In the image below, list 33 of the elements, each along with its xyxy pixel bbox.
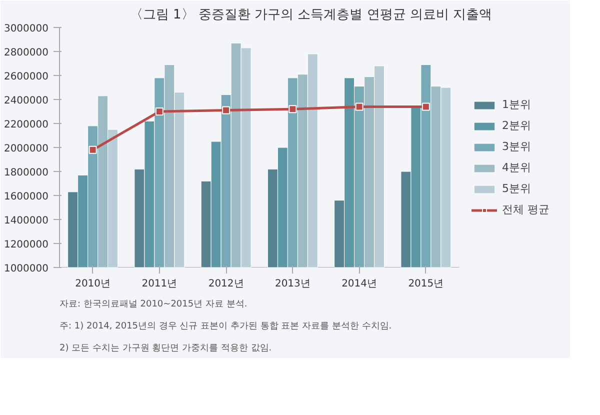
y-tick-label: 1200000 <box>4 240 49 250</box>
x-tick-label: 2010년 <box>75 278 111 290</box>
chart-title: 〈그림 1〉 중증질환 가구의 소득계층별 연평균 의료비 지출액 <box>130 8 492 22</box>
x-tick-label: 2013년 <box>274 278 310 290</box>
point <box>88 146 97 154</box>
x-tick-label: 2012년 <box>208 278 244 290</box>
x-tick-label: 2011년 <box>142 278 178 290</box>
point <box>422 102 430 111</box>
point <box>155 108 164 116</box>
y-tick-label: 3000000 <box>4 24 49 34</box>
text: 2) 모든 수치는 가구원 횡단면 가중치를 적용한 값임. <box>60 344 272 354</box>
legend-label: 전체 평균 <box>502 202 550 217</box>
point <box>222 106 230 114</box>
y-tick-label: 2400000 <box>4 96 49 106</box>
y-tick-label: 2600000 <box>4 72 49 82</box>
text: 자료: 한국의료패널 2010~2015년 자료 분석. <box>60 300 248 310</box>
legend-label: 4분위 <box>502 160 531 175</box>
x-tick-label: 2014년 <box>342 278 378 290</box>
y-tick-label: 2000000 <box>4 144 49 154</box>
x-tick-label: 2015년 <box>408 278 444 290</box>
y-tick-label: 1800000 <box>4 168 49 178</box>
legend-label: 2분위 <box>502 118 531 133</box>
point <box>355 102 364 111</box>
y-tick-label: 1400000 <box>4 216 49 226</box>
point <box>288 105 297 114</box>
legend-label: 1분위 <box>502 97 531 112</box>
y-tick-label: 2200000 <box>4 120 49 130</box>
legend-label: 5분위 <box>502 181 531 196</box>
text: 주: 1) 2014, 2015년의 경우 신규 표본이 추가된 통합 표본 자료를 분석한 수치임. <box>60 322 392 332</box>
y-tick-label: 2800000 <box>4 48 49 58</box>
legend-label: 3분위 <box>502 139 531 154</box>
y-tick-label: 1000000 <box>4 264 49 274</box>
y-tick-label: 1600000 <box>4 192 49 202</box>
